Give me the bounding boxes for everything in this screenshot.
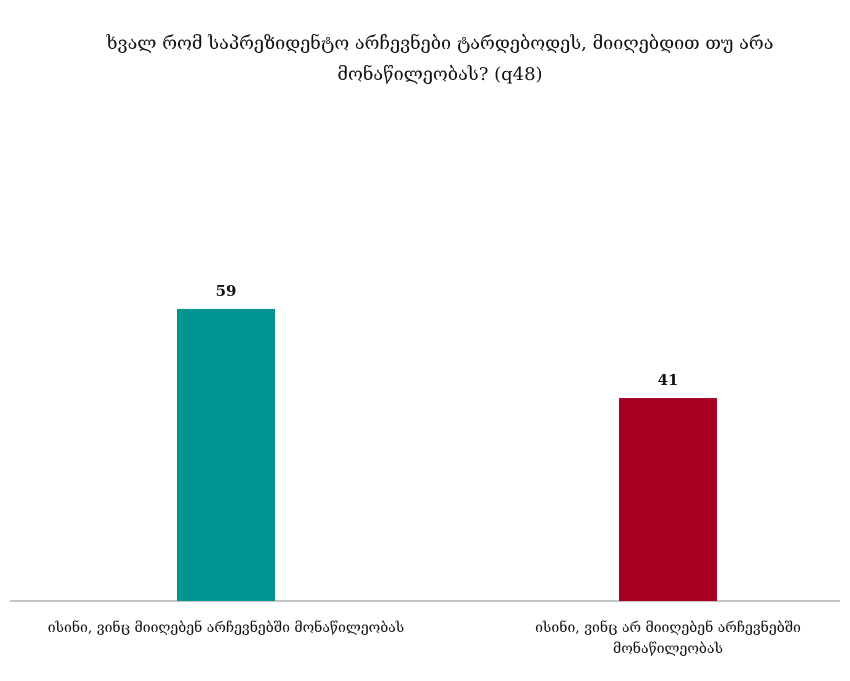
value-label: 41 bbox=[657, 371, 679, 390]
value-label: 59 bbox=[215, 281, 237, 300]
chart-title: ხვალ რომ საპრეზიდენტო არჩევნები ტარდებოდ… bbox=[106, 33, 774, 85]
x-tick-label: ისინი, ვინც არ მიიღებენ არჩევნებში მონაწ… bbox=[535, 620, 801, 657]
bar bbox=[619, 398, 717, 601]
x-tick-label: ისინი, ვინც მიიღებენ არჩევნებში მონაწილე… bbox=[47, 620, 405, 636]
bar bbox=[177, 308, 275, 601]
